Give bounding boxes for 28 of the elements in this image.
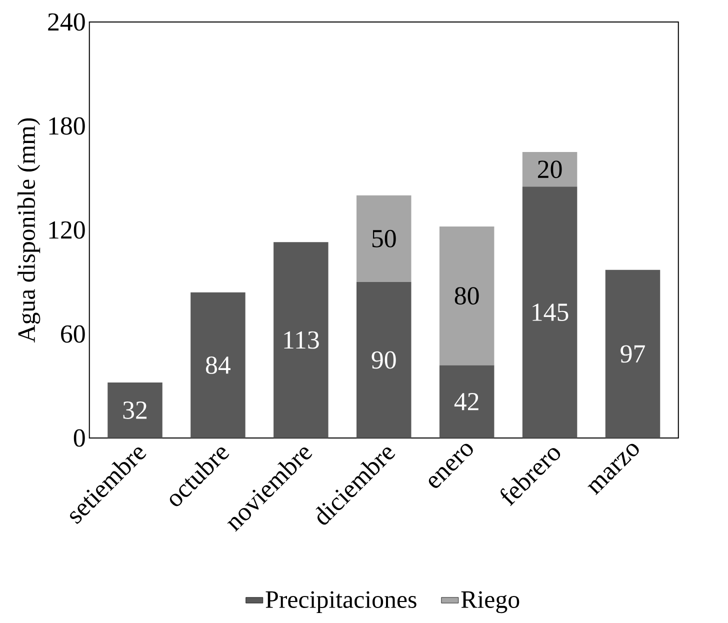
bar <box>439 365 494 438</box>
bar <box>356 282 412 438</box>
data-label: 42 <box>454 393 478 410</box>
bar <box>439 226 494 366</box>
y-tick-label: 60 <box>61 325 85 343</box>
y-tick-label: 120 <box>49 221 85 239</box>
y-tick-label: 0 <box>74 429 85 447</box>
legend-label: Precipitaciones <box>266 591 416 614</box>
bar <box>274 242 328 438</box>
bar <box>190 292 246 438</box>
data-label: 145 <box>532 304 568 322</box>
bar <box>605 270 660 438</box>
y-tick-label: 240 <box>48 13 85 31</box>
y-axis-title: Agua disponible (mm) <box>18 118 40 343</box>
data-label: 20 <box>538 160 562 178</box>
data-label: 50 <box>372 230 396 248</box>
bar <box>522 152 578 187</box>
data-label: 80 <box>454 287 479 305</box>
legend-label: Riego <box>461 591 520 614</box>
data-label: 113 <box>284 331 319 349</box>
bar <box>108 382 162 438</box>
data-label: 90 <box>372 351 396 369</box>
y-tick-label: 180 <box>49 117 85 135</box>
bar <box>522 186 578 438</box>
data-label: 84 <box>206 356 231 374</box>
bar <box>356 195 412 282</box>
data-label: 32 <box>123 402 147 419</box>
data-label: 97 <box>620 345 645 363</box>
